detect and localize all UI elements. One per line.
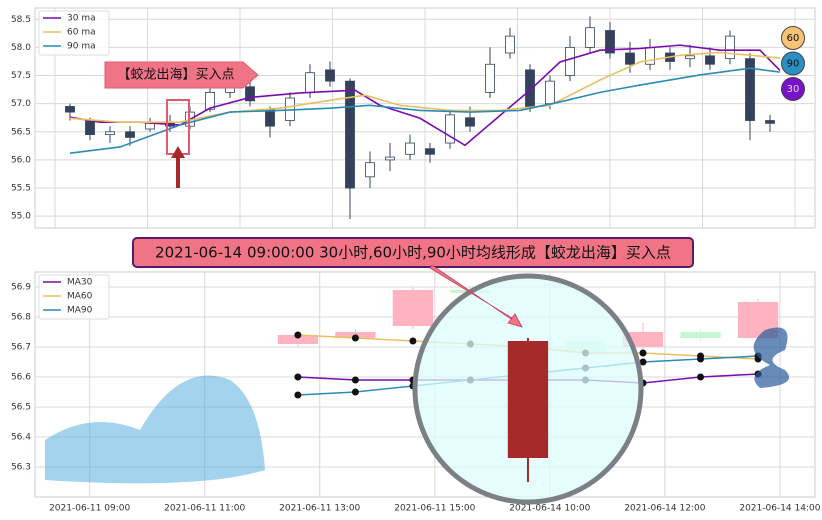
candle-body (445, 114, 455, 144)
legend-label: MA60 (67, 292, 93, 302)
candle-body (565, 46, 575, 76)
candle-body (392, 290, 434, 326)
candle-body (485, 63, 495, 93)
y-tick-label: 55.5 (11, 184, 31, 194)
ma-badge (781, 77, 805, 101)
candle-body (105, 131, 115, 135)
legend-box (38, 10, 110, 56)
candle-body (405, 142, 415, 155)
ma-badge-label: 90 (787, 59, 800, 70)
ma-point (697, 373, 705, 381)
wave-decoration (45, 375, 265, 484)
candle-body (585, 27, 595, 48)
legend-box (38, 274, 110, 320)
candle-body (305, 72, 315, 93)
ma-point (351, 376, 359, 384)
y-tick-label: 57.0 (11, 99, 31, 109)
ma-badge-label: 60 (787, 33, 800, 44)
candle-body (265, 108, 275, 127)
candle-body (765, 120, 775, 124)
ma-point (697, 355, 705, 363)
ma-point (409, 337, 417, 345)
annotation-text: 【蛟龙出海】买入点 (117, 68, 234, 83)
candle-body (725, 35, 735, 60)
x-tick-label: 2021-06-14 14:00 (739, 504, 820, 514)
y-tick-label: 56.5 (11, 127, 31, 137)
candle-body (365, 162, 375, 178)
y-tick-label: 56.9 (11, 283, 31, 293)
annotation-banner (132, 237, 694, 268)
candle-body (425, 148, 435, 155)
legend-label: 30 ma (67, 14, 96, 24)
ma-line (69, 67, 781, 154)
candle-body (680, 332, 721, 338)
ma-point (294, 331, 302, 339)
x-tick-label: 2021-06-11 09:00 (49, 504, 130, 514)
candle-body (545, 80, 555, 105)
annotation-arrow (429, 264, 523, 328)
y-tick-label: 58.0 (11, 43, 31, 53)
x-tick-label: 2021-06-14 12:00 (624, 504, 705, 514)
ma-point (294, 373, 302, 381)
candle-body (525, 69, 535, 107)
legend-label: MA90 (67, 306, 93, 316)
legend-label: 60 ma (67, 28, 96, 38)
candle-body (325, 69, 335, 82)
y-tick-label: 56.0 (11, 155, 31, 165)
y-tick-label: 56.4 (11, 433, 31, 443)
candle-body (645, 46, 655, 65)
candle-body (605, 30, 615, 54)
bottom-plot-frame (34, 271, 816, 498)
ma-point (639, 358, 647, 366)
ma-line (69, 51, 781, 124)
candle-body (245, 86, 255, 102)
candle-body (465, 117, 475, 127)
dragon-decoration (753, 327, 790, 388)
candle-body (625, 52, 635, 65)
y-tick-label: 57.5 (11, 71, 31, 81)
ma-point (351, 334, 359, 342)
ma-point (351, 388, 359, 396)
ma-point (639, 349, 647, 357)
candle-body (85, 120, 95, 135)
candle-body (507, 341, 549, 458)
ma-badge-label: 30 (787, 84, 800, 95)
y-tick-label: 55.0 (11, 212, 31, 222)
ma-point (294, 391, 302, 399)
candle-body (125, 131, 135, 138)
candle-body (705, 55, 715, 65)
y-tick-label: 56.7 (11, 343, 31, 353)
legend-label: 90 ma (67, 42, 96, 52)
candle-body (385, 156, 395, 161)
legend-label: MA30 (67, 278, 93, 288)
candle-body (505, 35, 515, 54)
y-tick-label: 58.5 (11, 15, 31, 25)
candle-body (745, 58, 755, 121)
ma-badge (781, 51, 805, 76)
x-tick-label: 2021-06-11 15:00 (394, 504, 475, 514)
ma-line (69, 44, 781, 147)
ma-badge (781, 26, 805, 50)
candle-body (65, 106, 75, 113)
candle-body (277, 335, 319, 344)
x-tick-label: 2021-06-14 10:00 (509, 504, 590, 514)
candle-body (685, 55, 695, 60)
candle-body (205, 91, 215, 110)
x-tick-label: 2021-06-11 11:00 (164, 504, 245, 514)
annotation-arrow-box (104, 61, 259, 89)
candle-body (145, 122, 155, 130)
candle-body (345, 80, 355, 189)
signal-arrow (171, 146, 185, 188)
y-tick-label: 56.6 (11, 373, 31, 383)
annotation-text: 2021-06-14 09:00:00 30小时,60小时,90小时均线形成【蛟… (155, 244, 671, 262)
y-tick-label: 56.5 (11, 403, 31, 413)
x-tick-label: 2021-06-11 13:00 (279, 504, 360, 514)
y-tick-label: 56.3 (11, 463, 31, 473)
y-tick-label: 56.8 (11, 313, 31, 323)
